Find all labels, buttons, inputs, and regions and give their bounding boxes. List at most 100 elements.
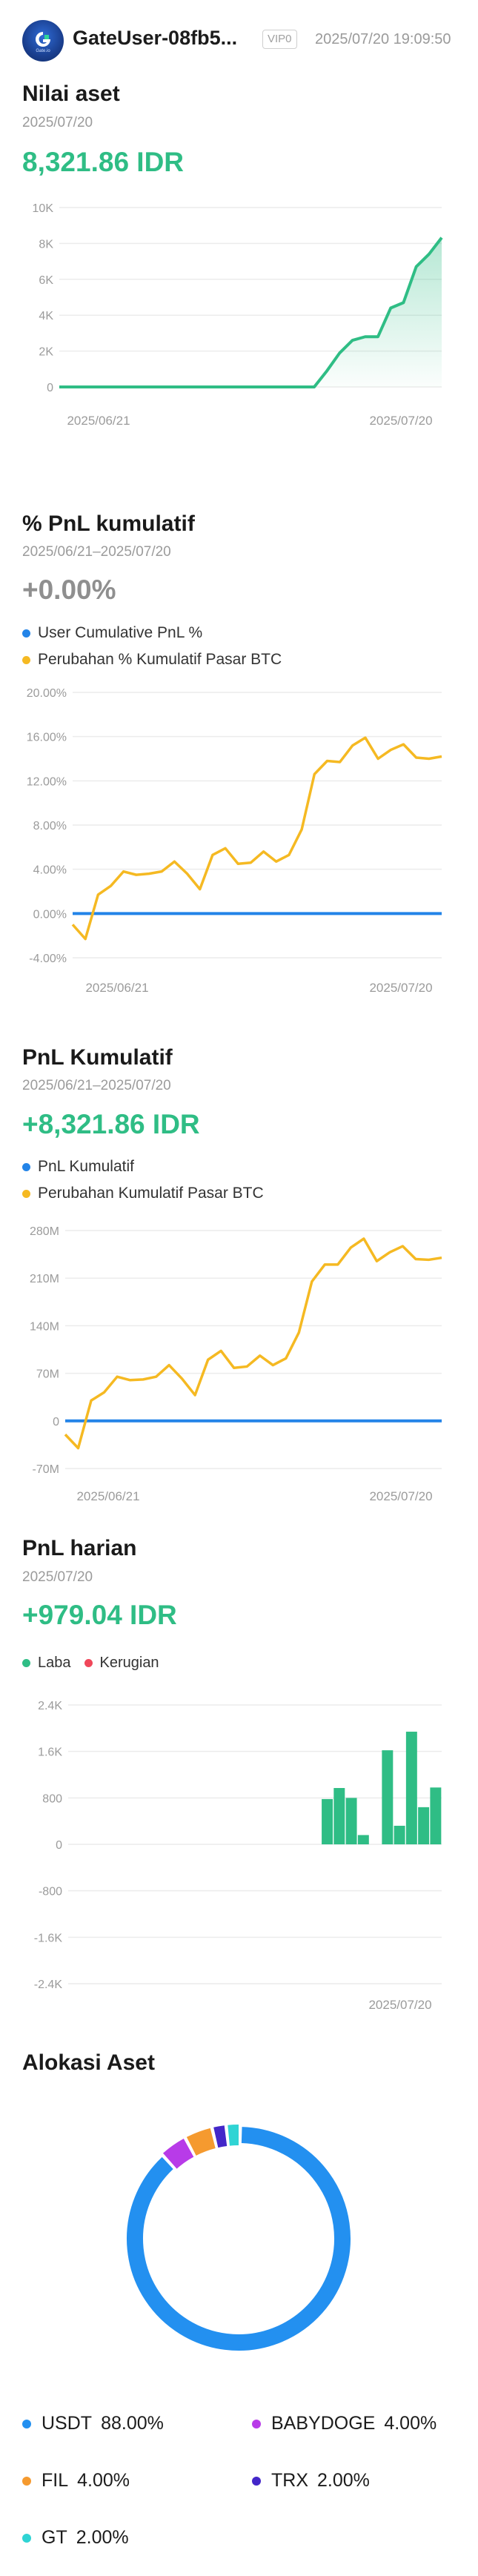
y-tick-label: 8.00% (33, 820, 67, 832)
asset-area (59, 237, 442, 387)
allocation-pct: 4.00% (77, 2470, 130, 2491)
legend-dot-icon (84, 1659, 93, 1667)
asset-value-amount: 8,321.86 IDR (22, 147, 185, 177)
legend-dot-icon (22, 1659, 30, 1667)
legend-dot-icon (22, 2476, 31, 2486)
daily-pnl-bar (382, 1750, 394, 1844)
allocation-item-gt: GT 2.00% (22, 2527, 129, 2549)
allocation-name: BABYDOGE (271, 2413, 376, 2434)
y-tick-label: 210M (30, 1273, 59, 1285)
legend-dot-icon (22, 2533, 31, 2543)
x-tick-label: 2025/07/20 (369, 414, 432, 428)
cumulative-pnl-pct-legend: User Cumulative PnL % Perubahan % Kumula… (22, 624, 282, 678)
daily-pnl-bar (430, 1787, 442, 1844)
cumulative-pnl-value: +8,321.86 IDR (22, 1109, 200, 1139)
legend-profit[interactable]: Laba (22, 1655, 71, 1672)
y-tick-label: 4.00% (33, 864, 67, 877)
allocation-pct: 88.00% (101, 2413, 164, 2434)
y-tick-label: 1.6K (38, 1746, 62, 1759)
cumulative-pnl-pct-date: 2025/06/21–2025/07/20 (22, 544, 171, 560)
daily-pnl-bar (345, 1798, 357, 1844)
avatar-logo-text: Gate.io (36, 49, 50, 53)
daily-pnl-bar (357, 1835, 369, 1844)
y-tick-label: 4K (39, 310, 53, 322)
gate-logo-icon (36, 32, 50, 47)
legend-label: Kerugian (99, 1655, 159, 1671)
y-tick-label: 12.00% (27, 775, 67, 788)
legend-dot-icon (252, 2419, 261, 2428)
allocation-name: USDT (42, 2413, 93, 2434)
legend-dot-icon (252, 2476, 261, 2486)
y-tick-label: 70M (36, 1368, 59, 1381)
allocation-pct: 2.00% (76, 2527, 129, 2548)
cumulative-pnl-legend: PnL Kumulatif Perubahan Kumulatif Pasar … (22, 1158, 264, 1211)
donut-slice-fil (186, 2128, 216, 2156)
allocation-title: Alokasi Aset (22, 2050, 155, 2075)
donut-slice-babydoge (162, 2139, 194, 2169)
daily-pnl-date: 2025/07/20 (22, 1569, 93, 1585)
allocation-item-usdt: USDT 88.00% (22, 2413, 164, 2434)
cumulative-pnl-date: 2025/06/21–2025/07/20 (22, 1078, 171, 1093)
donut-slice-trx (213, 2125, 228, 2148)
daily-pnl-bar (322, 1798, 333, 1844)
legend-btc[interactable]: Perubahan Kumulatif Pasar BTC (22, 1185, 264, 1202)
y-tick-label: -1.6K (34, 1932, 63, 1944)
daily-pnl-value: +979.04 IDR (22, 1600, 177, 1630)
avatar[interactable]: Gate.io (22, 20, 64, 62)
allocation-item-trx: TRX 2.00% (252, 2470, 370, 2491)
daily-pnl-chart: 2.4K 1.6K 800 0 -800 -1.6K -2.4K 2025/07/20 (34, 1700, 442, 2012)
legend-dot-icon (22, 2419, 31, 2428)
y-tick-label: 0 (53, 1416, 59, 1428)
allocation-name: GT (42, 2527, 67, 2548)
y-tick-label: 10K (33, 202, 54, 215)
daily-pnl-bar (333, 1788, 345, 1844)
asset-value-chart: 10K 8K 6K 4K 2K 0 2025/06/21 2025/07/20 (33, 202, 443, 428)
series-line-1 (64, 1237, 442, 1450)
y-tick-label: -70M (33, 1463, 59, 1476)
daily-pnl-bar (418, 1807, 430, 1844)
asset-line (59, 236, 443, 388)
asset-value-date: 2025/07/20 (22, 115, 93, 130)
legend-loss[interactable]: Kerugian (84, 1655, 159, 1672)
legend-label: Perubahan % Kumulatif Pasar BTC (38, 651, 282, 668)
y-tick-label: -2.4K (34, 1979, 63, 1991)
x-tick-label: 2025/07/20 (369, 981, 432, 995)
asset-value-title: Nilai aset (22, 82, 120, 106)
legend-dot-icon (22, 1162, 30, 1171)
allocation-pct: 4.00% (384, 2413, 437, 2434)
allocation-item-babydoge: BABYDOGE 4.00% (252, 2413, 436, 2434)
y-tick-label: 800 (42, 1792, 62, 1805)
legend-dot-icon (22, 1189, 30, 1198)
allocation-pct: 2.00% (317, 2470, 370, 2491)
legend-dot-icon (22, 655, 30, 664)
x-tick-label: 2025/06/21 (85, 981, 148, 995)
legend-label: Laba (38, 1655, 71, 1671)
allocation-name: FIL (42, 2470, 69, 2491)
donut-slice-usdt (127, 2127, 351, 2351)
y-tick-label: 140M (30, 1320, 59, 1333)
donut-slice-gt (228, 2125, 239, 2146)
daily-pnl-bar (405, 1732, 417, 1844)
y-tick-label: -4.00% (29, 953, 67, 965)
legend-label: User Cumulative PnL % (38, 624, 203, 641)
series-line-1 (71, 736, 442, 941)
cumulative-pnl-pct-chart: 20.00% 16.00% 12.00% 8.00% 4.00% 0.00% -4.00% 2… (27, 687, 442, 995)
username[interactable]: GateUser-08fb5... (73, 27, 238, 49)
y-tick-label: 16.00% (27, 732, 67, 744)
timestamp: 2025/07/20 19:09:50 (315, 31, 451, 47)
legend-pnl[interactable]: PnL Kumulatif (22, 1158, 264, 1176)
y-tick-label: 0 (47, 382, 53, 394)
y-tick-label: 0.00% (33, 908, 67, 921)
legend-user-pnl-pct[interactable]: User Cumulative PnL % (22, 624, 282, 642)
account-header: Gate.io GateUser-08fb5... VIP0 2025/07/2… (0, 0, 478, 82)
cumulative-pnl-chart: 280M 210M 140M 70M 0 -70M 2025/06/21 2025/07/20 (30, 1225, 442, 1503)
y-tick-label: 2K (39, 346, 53, 359)
daily-pnl-title: PnL harian (22, 1536, 137, 1560)
x-tick-label: 2025/07/20 (368, 1998, 431, 2012)
y-tick-label: 2.4K (38, 1700, 62, 1712)
legend-btc-pct[interactable]: Perubahan % Kumulatif Pasar BTC (22, 651, 282, 669)
allocation-donut-chart (127, 2125, 351, 2351)
y-tick-label: 6K (39, 274, 53, 287)
allocation-item-fil: FIL 4.00% (22, 2470, 130, 2491)
x-tick-label: 2025/06/21 (76, 1489, 139, 1503)
